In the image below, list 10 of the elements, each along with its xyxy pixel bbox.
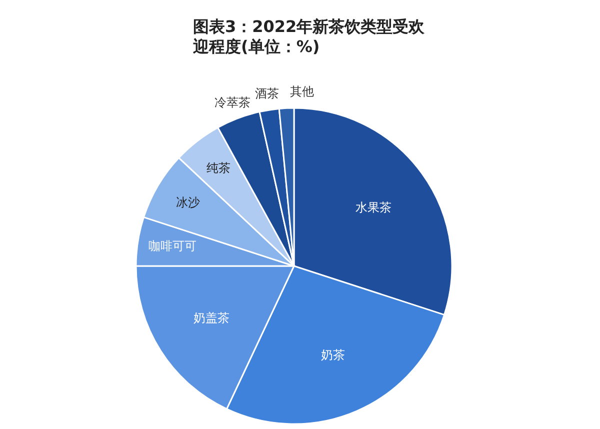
slice-label: 冰沙 (176, 196, 200, 210)
slice-label: 酒茶 (254, 86, 279, 100)
slice-label: 奶茶 (320, 348, 345, 362)
slice-label: 咖啡可可 (148, 239, 196, 253)
slice-label: 水果茶 (355, 200, 392, 215)
slice-label: 其他 (290, 84, 314, 98)
slice-label: 冷萃茶 (214, 96, 250, 110)
chart-title: 图表3：2022年新茶饮类型受欢迎程度(单位：%) (192, 17, 426, 56)
slice-label: 奶盖茶 (193, 310, 230, 325)
slice-label: 纯茶 (206, 160, 230, 175)
